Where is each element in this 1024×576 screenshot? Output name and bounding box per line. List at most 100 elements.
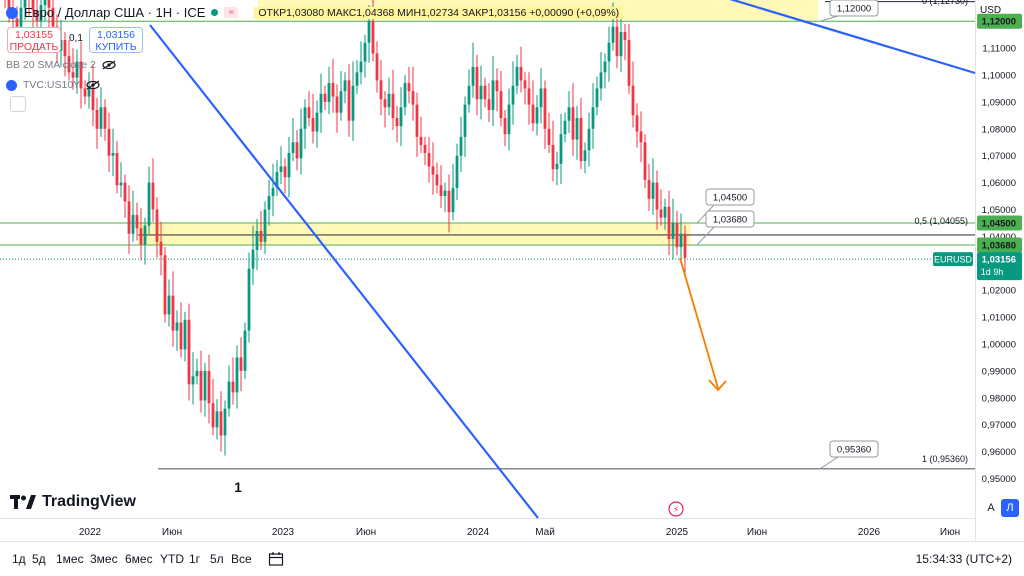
candle-body[interactable] [631, 85, 635, 116]
candle-body[interactable] [427, 153, 431, 167]
candle-body[interactable] [307, 107, 311, 119]
candle-body[interactable] [403, 83, 407, 108]
candle-body[interactable] [595, 88, 599, 108]
candle-body[interactable] [319, 93, 323, 113]
candle-body[interactable] [479, 85, 483, 100]
candle-body[interactable] [655, 182, 659, 210]
candle-body[interactable] [679, 233, 683, 248]
candle-body[interactable] [547, 128, 551, 145]
candle-body[interactable] [379, 80, 383, 100]
candle-body[interactable] [683, 233, 687, 258]
candle-body[interactable] [347, 80, 351, 121]
candle-body[interactable] [255, 231, 259, 250]
hide-eye-icon[interactable] [102, 60, 116, 70]
candle-body[interactable] [191, 376, 195, 385]
wave-icon[interactable]: ≈ [224, 7, 239, 18]
candle-body[interactable] [415, 104, 419, 137]
candle-body[interactable] [503, 118, 507, 135]
candle-body[interactable] [131, 214, 135, 234]
candle-body[interactable] [511, 85, 515, 105]
price-tag-1045[interactable] [977, 215, 1022, 231]
support-zone[interactable] [138, 222, 691, 246]
candle-body[interactable] [523, 80, 527, 89]
candle-body[interactable] [75, 61, 79, 78]
candle-body[interactable] [311, 118, 315, 132]
timeframe-1y[interactable]: 1г [189, 552, 201, 566]
candle-body[interactable] [331, 83, 335, 97]
candle-body[interactable] [555, 163, 559, 170]
candle-body[interactable] [447, 190, 451, 213]
candle-body[interactable] [391, 93, 395, 119]
candle-body[interactable] [83, 88, 87, 97]
candle-body[interactable] [135, 214, 139, 229]
candle-body[interactable] [99, 107, 103, 129]
candle-body[interactable] [435, 174, 439, 186]
candle-body[interactable] [423, 144, 427, 154]
callout-09536[interactable] [829, 440, 879, 458]
candle-body[interactable] [35, 10, 39, 22]
candle-body[interactable] [303, 107, 307, 129]
price-tag-112[interactable] [977, 13, 1022, 29]
candle-body[interactable] [371, 21, 375, 54]
clock[interactable]: 15:34:33 (UTC+2) [915, 552, 1012, 566]
candle-body[interactable] [515, 66, 519, 86]
candle-body[interactable] [195, 370, 199, 377]
candle-body[interactable] [535, 107, 539, 124]
candle-body[interactable] [451, 187, 455, 213]
candle-body[interactable] [675, 222, 679, 248]
candle-body[interactable] [259, 231, 263, 242]
candle-body[interactable] [283, 166, 287, 178]
candle-body[interactable] [539, 88, 543, 108]
candle-body[interactable] [491, 80, 495, 110]
candle-body[interactable] [207, 370, 211, 404]
candle-body[interactable] [23, 0, 27, 8]
candle-body[interactable] [363, 42, 367, 62]
candle-body[interactable] [627, 40, 631, 86]
timeframe-3m[interactable]: 3мес [90, 552, 118, 566]
sell-button[interactable]: 1,03155 ПРОДАТЬ [7, 27, 61, 53]
candle-body[interactable] [343, 80, 347, 92]
candle-body[interactable] [651, 182, 655, 199]
candle-body[interactable] [103, 107, 107, 129]
candle-body[interactable] [487, 99, 491, 110]
candle-body[interactable] [327, 83, 331, 102]
candle-body[interactable] [663, 206, 667, 218]
candle-body[interactable] [455, 155, 459, 188]
candle-body[interactable] [183, 319, 187, 350]
symbol-row[interactable]: Евро / Доллар США · 1Н · ICE ≈ ОТКР1,030… [6, 5, 624, 20]
candle-body[interactable] [107, 128, 111, 156]
candle-body[interactable] [19, 7, 23, 27]
candle-body[interactable] [571, 107, 575, 140]
candle-body[interactable] [95, 109, 99, 129]
candle-body[interactable] [399, 107, 403, 127]
candle-body[interactable] [559, 134, 563, 164]
candle-body[interactable] [63, 40, 67, 57]
candle-body[interactable] [323, 93, 327, 102]
candle-body[interactable] [611, 26, 615, 43]
candle-body[interactable] [543, 88, 547, 129]
lightning-icon[interactable] [668, 501, 684, 517]
candle-body[interactable] [287, 153, 291, 178]
candle-body[interactable] [383, 99, 387, 108]
candle-body[interactable] [483, 85, 487, 100]
candle-body[interactable] [527, 88, 531, 105]
candle-body[interactable] [179, 322, 183, 350]
candle-body[interactable] [355, 72, 359, 86]
candle-body[interactable] [227, 381, 231, 409]
candle-body[interactable] [567, 107, 571, 121]
candle-body[interactable] [467, 85, 471, 105]
candle-body[interactable] [119, 182, 123, 186]
candle-body[interactable] [335, 96, 339, 113]
candle-body[interactable] [139, 228, 143, 245]
auto-scale-button[interactable]: A [987, 502, 995, 514]
candle-body[interactable] [495, 80, 499, 92]
calendar-icon[interactable] [268, 551, 284, 567]
candle-body[interactable] [171, 295, 175, 331]
candle-body[interactable] [219, 411, 223, 436]
timeframe-5d[interactable]: 5д [32, 552, 46, 566]
candle-body[interactable] [351, 85, 355, 121]
candle-body[interactable] [659, 209, 663, 218]
candle-body[interactable] [591, 107, 595, 129]
candle-body[interactable] [267, 196, 271, 210]
candle-body[interactable] [87, 88, 91, 97]
